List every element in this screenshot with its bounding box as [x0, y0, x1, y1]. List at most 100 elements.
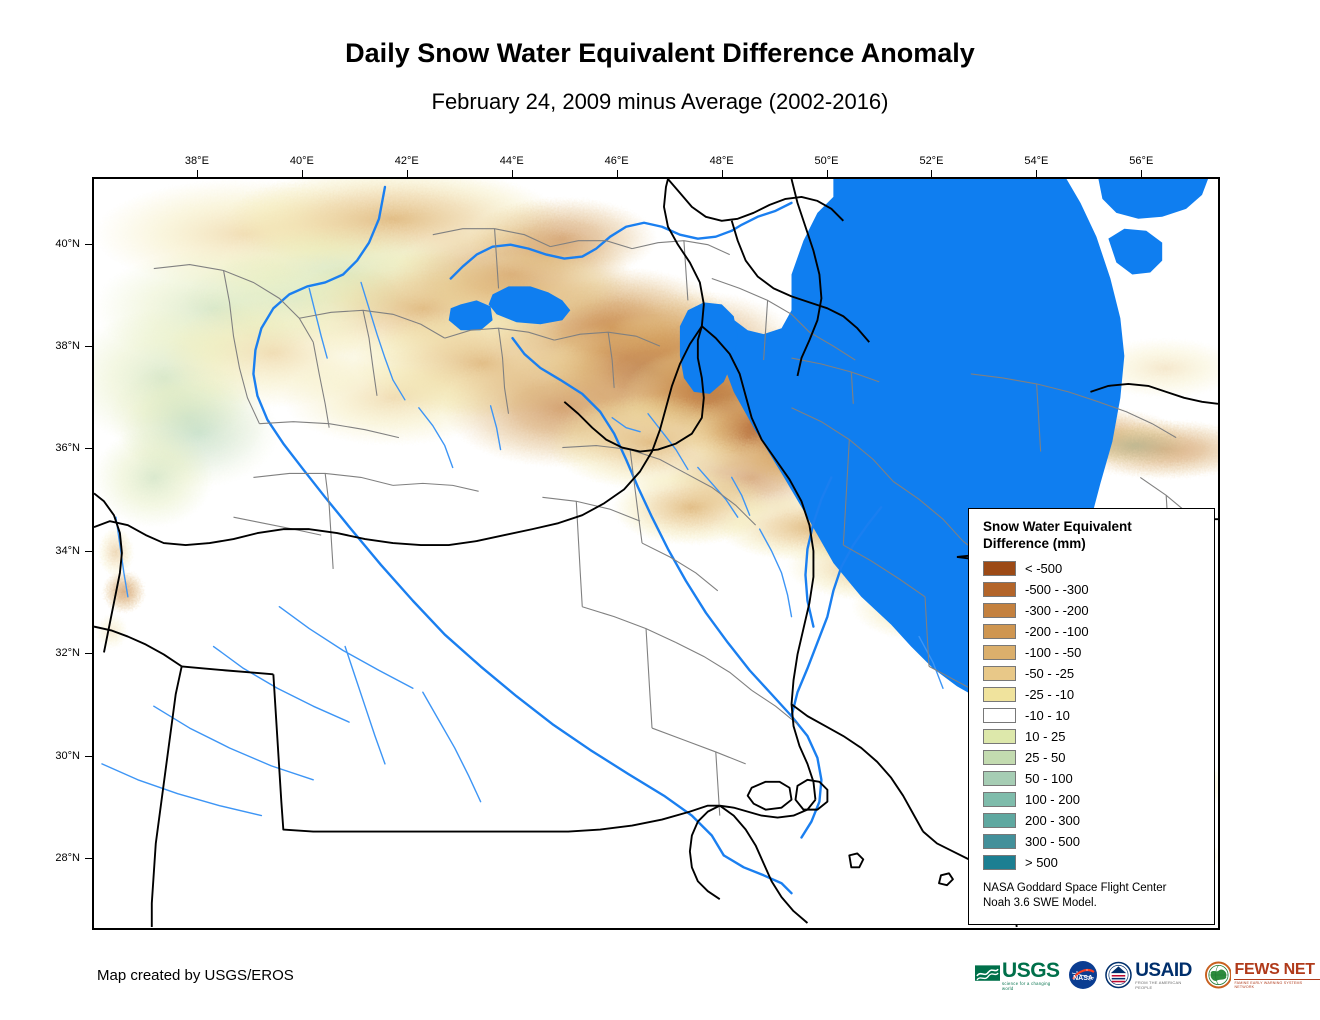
usaid-wordmark: USAID [1135, 959, 1192, 981]
usaid-seal-icon [1105, 961, 1133, 989]
legend-label: < -500 [1025, 560, 1063, 576]
river-iran-b [918, 635, 944, 689]
legend-row: -100 - -50 [983, 642, 1214, 663]
legend-swatch [983, 707, 1016, 723]
legend-row: 100 - 200 [983, 789, 1214, 810]
legend-swatch [983, 665, 1016, 681]
border-iraq-kuwait [719, 799, 817, 819]
longitude-tick [616, 170, 618, 177]
legend-row: -500 - -300 [983, 579, 1214, 600]
latitude-tick [85, 346, 92, 348]
river-karun [790, 506, 883, 718]
caspian-ne-lobe [1098, 179, 1209, 219]
border-turkey-east [663, 179, 705, 327]
longitude-label: 52°E [919, 155, 944, 167]
latitude-label: 38°N [55, 340, 80, 353]
river-tigris [511, 336, 823, 839]
border-caspian-kazakh [1090, 382, 1218, 405]
longitude-tick [1141, 170, 1143, 177]
legend-row: > 500 [983, 852, 1214, 873]
legend-row: < -500 [983, 558, 1214, 579]
legend-swatch [983, 602, 1016, 618]
legend-label: > 500 [1025, 854, 1058, 870]
legend-swatch [983, 581, 1016, 597]
legend-label: -300 - -200 [1025, 602, 1089, 618]
legend-row: 25 - 50 [983, 747, 1214, 768]
river-balikh [308, 287, 328, 359]
usgs-wordmark: USGS [1002, 958, 1060, 982]
border-jordan-saudi [150, 666, 183, 928]
legend-row: 300 - 500 [983, 831, 1214, 852]
fews-net-logo: FEWS NET FAMINE EARLY WARNING SYSTEMS NE… [1204, 958, 1320, 992]
longitude-label: 48°E [709, 155, 734, 167]
latitude-tick [85, 550, 92, 552]
title-block: Daily Snow Water Equivalent Difference A… [0, 0, 1320, 115]
river-syria-b [489, 405, 502, 451]
longitude-tick [511, 170, 513, 177]
river-iraq-west-a [278, 606, 414, 689]
legend-source-note: NASA Goddard Space Flight Center Noah 3.… [983, 881, 1198, 911]
gulf-island-b [938, 872, 954, 887]
logo-bar: USGS science for a changing world NASA U… [975, 955, 1320, 995]
svg-text:NASA: NASA [1073, 975, 1093, 982]
legend-row: -25 - -10 [983, 684, 1214, 705]
legend-label: -500 - -300 [1025, 581, 1089, 597]
map-credit: Map created by USGS/EROS [97, 967, 294, 984]
longitude-label: 46°E [604, 155, 629, 167]
legend-label: 25 - 50 [1025, 749, 1066, 765]
border-turkey-south [94, 325, 703, 546]
border-iraq-jordan [181, 665, 274, 676]
longitude-tick [1036, 170, 1038, 177]
longitude-label: 54°E [1024, 155, 1049, 167]
legend-label: 300 - 500 [1025, 833, 1080, 849]
longitude-label: 44°E [499, 155, 524, 167]
border-kuwait-saudi [688, 804, 721, 900]
river-khabur [360, 281, 406, 401]
usaid-tagline: FROM THE AMERICAN PEOPLE [1135, 979, 1182, 990]
legend-note-line2: Noah 3.6 SWE Model. [983, 896, 1097, 909]
river-iran-a [731, 476, 751, 516]
river-lesser-zab [697, 466, 739, 518]
usgs-tagline: science for a changing world [1002, 980, 1051, 991]
legend-label: 50 - 100 [1025, 770, 1073, 786]
legend-swatch [983, 686, 1016, 702]
latitude-tick [85, 448, 92, 450]
legend-row: -300 - -200 [983, 600, 1214, 621]
rivers-layer [252, 185, 883, 895]
river-iraq-west-c [153, 705, 314, 781]
caspian-kara-bogaz [1108, 228, 1163, 275]
longitude-label: 42°E [394, 155, 419, 167]
legend-note-line1: NASA Goddard Space Flight Center [983, 881, 1167, 894]
longitude-label: 50°E [814, 155, 839, 167]
legend-title: Snow Water Equivalent Difference (mm) [983, 519, 1173, 553]
latitude-label: 36°N [55, 442, 80, 455]
legend-label: -50 - -25 [1025, 665, 1075, 681]
longitude-tick [931, 170, 933, 177]
nasa-meatball-icon: NASA [1069, 961, 1098, 989]
latitude-label: 32°N [55, 647, 80, 660]
border-caucasus-a [667, 179, 845, 222]
legend-label: 100 - 200 [1025, 791, 1080, 807]
nasa-logo: NASA [1068, 958, 1098, 992]
river-wadi-a [344, 645, 386, 765]
longitude-tick [301, 170, 303, 177]
marsh-lake-b [746, 780, 793, 811]
latitude-tick [85, 858, 92, 860]
latitude-tick [85, 755, 92, 757]
border-iran-iraq-north-thick [563, 325, 705, 453]
coast-levant [94, 492, 123, 653]
fews-wordmark: FEWS NET [1234, 960, 1315, 978]
river-greater-zab [647, 413, 689, 471]
legend-class-list: < -500 -500 - -300 -300 - -200 -200 - -100 -… [983, 558, 1214, 873]
legend-label: -25 - -10 [1025, 686, 1075, 702]
fews-globe-icon [1204, 961, 1232, 989]
legend-swatch [983, 770, 1016, 786]
usaid-logo: USAID FROM THE AMERICAN PEOPLE [1105, 958, 1197, 992]
legend-swatch [983, 749, 1016, 765]
legend-title-line1: Snow Water Equivalent [983, 519, 1132, 534]
legend-swatch [983, 728, 1016, 744]
usgs-logo: USGS science for a changing world [975, 958, 1061, 992]
legend-row: 200 - 300 [983, 810, 1214, 831]
river-wadi-b [422, 691, 482, 803]
border-iraq-saudi [272, 674, 720, 833]
